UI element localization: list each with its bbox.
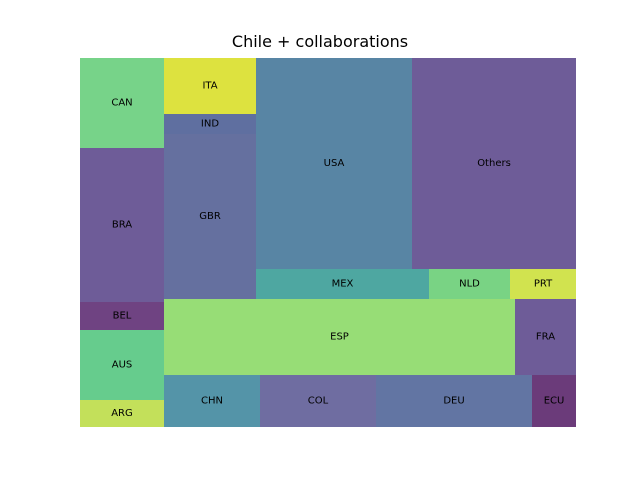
treemap-cell-ecu: ECU (532, 375, 576, 427)
treemap-label-mex: MEX (332, 279, 354, 290)
treemap-rect-esp (164, 299, 515, 375)
treemap-cell-ita: ITA (164, 58, 256, 114)
treemap-rect-deu (376, 375, 532, 427)
treemap-label-gbr: GBR (199, 211, 221, 222)
treemap-rect-usa (256, 58, 412, 269)
treemap-cell-prt: PRT (510, 269, 576, 299)
treemap-rect-fra (515, 299, 576, 375)
treemap-rect-prt (510, 269, 576, 299)
treemap-cell-usa: USA (256, 58, 412, 269)
treemap-cell-col: COL (260, 375, 376, 427)
treemap-rect-ita (164, 58, 256, 114)
treemap-rect-bra (80, 148, 164, 302)
treemap-rect-ind (164, 114, 256, 134)
treemap-cell-chn: CHN (164, 375, 260, 427)
treemap-rect-bel (80, 302, 164, 330)
treemap-label-esp: ESP (330, 332, 349, 343)
treemap-cell-aus: AUS (80, 330, 164, 400)
treemap-cell-arg: ARG (80, 400, 164, 427)
treemap-label-nld: NLD (459, 279, 480, 290)
treemap-rect-col (260, 375, 376, 427)
treemap-label-deu: DEU (443, 396, 464, 407)
treemap-cell-bra: BRA (80, 148, 164, 302)
treemap-label-chn: CHN (201, 396, 223, 407)
treemap-label-bra: BRA (112, 220, 132, 231)
treemap-rect-arg (80, 400, 164, 427)
treemap-cell-esp: ESP (164, 299, 515, 375)
treemap-rect-ecu (532, 375, 576, 427)
treemap-rect-gbr (164, 134, 256, 299)
treemap-label-fra: FRA (536, 332, 555, 343)
treemap-cell-gbr: GBR (164, 134, 256, 299)
treemap-cell-mex: MEX (256, 269, 429, 299)
treemap-label-usa: USA (324, 158, 345, 169)
treemap-label-bel: BEL (113, 311, 132, 322)
treemap-rect-aus (80, 330, 164, 400)
treemap-label-arg: ARG (111, 408, 133, 419)
treemap-label-ecu: ECU (544, 396, 565, 407)
treemap-cell-fra: FRA (515, 299, 576, 375)
treemap-cell-bel: BEL (80, 302, 164, 330)
treemap-cell-ind: IND (164, 114, 256, 134)
treemap-cell-can: CAN (80, 58, 164, 148)
chart-title: Chile + collaborations (231, 32, 409, 51)
treemap-label-col: COL (308, 396, 329, 407)
treemap-rect-others (412, 58, 576, 269)
treemap-rect-chn (164, 375, 260, 427)
treemap-rect-can (80, 58, 164, 148)
treemap-cell-nld: NLD (429, 269, 510, 299)
treemap-label-ita: ITA (202, 81, 217, 92)
treemap-label-prt: PRT (534, 279, 553, 290)
treemap-label-ind: IND (201, 119, 219, 130)
treemap-cell-others: Others (412, 58, 576, 269)
treemap-label-can: CAN (111, 98, 132, 109)
treemap-label-aus: AUS (112, 360, 133, 371)
treemap-cell-deu: DEU (376, 375, 532, 427)
treemap-rect-nld (429, 269, 510, 299)
treemap-label-others: Others (477, 158, 511, 169)
treemap-rect-mex (256, 269, 429, 299)
